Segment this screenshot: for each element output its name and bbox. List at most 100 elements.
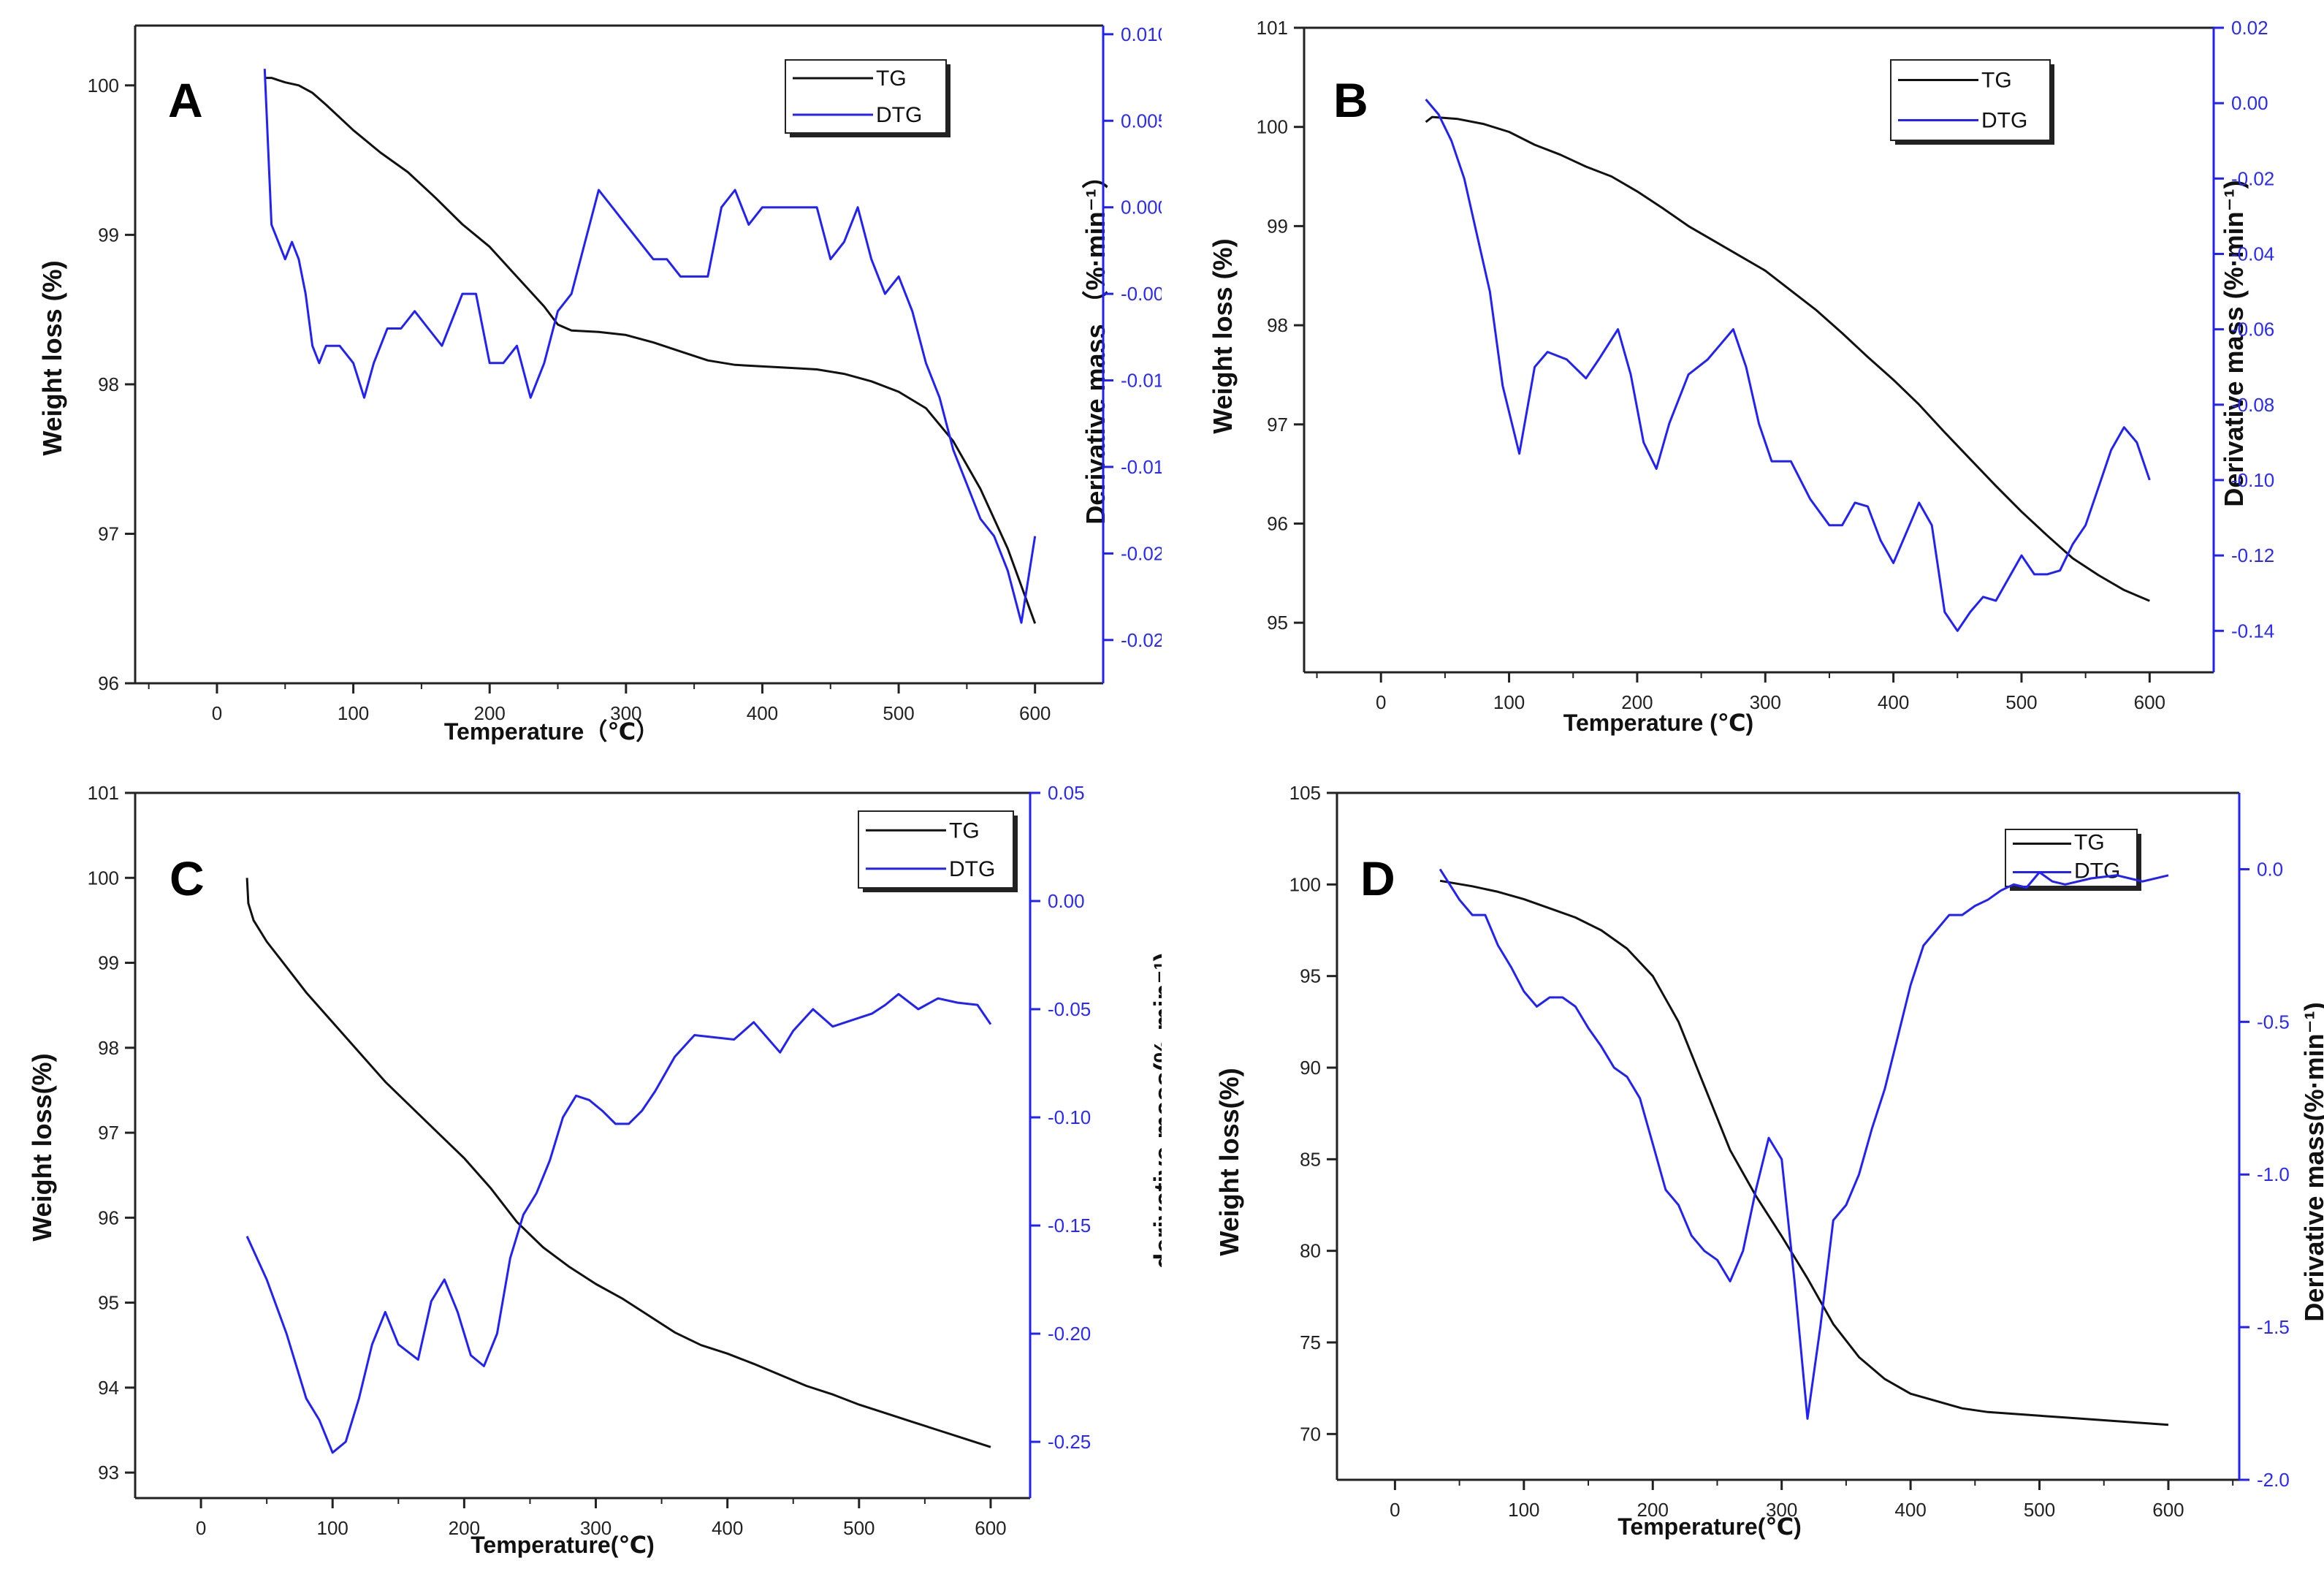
x-tick-label: 100 xyxy=(1493,691,1525,713)
x-axis-title: Temperature(℃) xyxy=(470,1532,655,1558)
x-tick-label: 600 xyxy=(1019,702,1051,724)
y2-tick-label: -0.04 xyxy=(2231,243,2274,265)
x-tick-label: 100 xyxy=(338,702,369,724)
y-tick-label: 95 xyxy=(1267,612,1288,634)
x-tick-label: 400 xyxy=(1878,691,1909,713)
y2-tick-label: -0.15 xyxy=(1048,1215,1091,1236)
panel-a: A Weight loss (%) Derivative mass （%·min… xyxy=(0,0,1162,760)
y-tick-label: 101 xyxy=(1257,17,1288,39)
y2-tick-label: -0.020 xyxy=(1121,542,1162,564)
y-tick-label: 97 xyxy=(98,522,119,544)
y-tick-label: 93 xyxy=(98,1462,119,1483)
y2-tick-label: 0.00 xyxy=(1048,890,1085,912)
y2-tick-label: -0.12 xyxy=(2231,544,2274,566)
y-tick-label: 94 xyxy=(98,1377,119,1399)
legend-box xyxy=(1890,59,2051,141)
y2-tick-label: 0.000 xyxy=(1121,197,1162,218)
legend: TG DTG xyxy=(858,810,1018,892)
y2-tick-label: -1.5 xyxy=(2257,1316,2290,1338)
x-tick-label: 500 xyxy=(2024,1499,2055,1521)
x-tick-label: 300 xyxy=(1750,691,1781,713)
chart-a: A Weight loss (%) Derivative mass （%·min… xyxy=(37,23,1162,745)
panel-d: D Weight loss(%) Derivative mass(%·min⁻¹… xyxy=(1162,760,2324,1577)
y-tick-label: 80 xyxy=(1300,1240,1321,1262)
y2-tick-label: 0.00 xyxy=(2231,92,2268,114)
x-axis-title: Temperature (℃) xyxy=(1563,710,1753,736)
x-axis-title: Temperature(℃) xyxy=(1618,1513,1802,1540)
legend: TG DTG xyxy=(785,59,950,137)
y-tick-label: 97 xyxy=(1267,414,1288,436)
y2-axis-title: derivative mass(%·min⁻¹) xyxy=(1148,952,1162,1269)
y-tick-label: 99 xyxy=(1267,215,1288,237)
x-tick-label: 300 xyxy=(610,702,641,724)
chart-c: C Weight loss(%) derivative mass(%·min⁻¹… xyxy=(27,782,1162,1558)
x-tick-label: 200 xyxy=(1637,1499,1669,1521)
legend-box xyxy=(2005,829,2138,887)
y2-tick-label: -0.005 xyxy=(1121,283,1162,305)
x-tick-label: 0 xyxy=(1376,691,1386,713)
y2-tick-label: 0.05 xyxy=(1048,782,1085,804)
x-tick-label: 0 xyxy=(1390,1499,1400,1521)
y-tick-label: 101 xyxy=(88,782,119,804)
legend-label: TG xyxy=(876,66,907,91)
x-tick-label: 500 xyxy=(2005,691,2037,713)
x-tick-label: 200 xyxy=(474,702,506,724)
y-tick-label: 90 xyxy=(1300,1057,1321,1079)
panel-letter: C xyxy=(169,851,205,905)
y-tick-label: 97 xyxy=(98,1122,119,1144)
y2-tick-label: -0.20 xyxy=(1048,1323,1091,1345)
panel-letter: D xyxy=(1360,851,1395,905)
x-tick-label: 600 xyxy=(975,1517,1006,1539)
y-tick-label: 75 xyxy=(1300,1331,1321,1353)
x-tick-label: 600 xyxy=(2134,691,2165,713)
y2-tick-label: 0.005 xyxy=(1121,110,1162,132)
y2-tick-label: -0.10 xyxy=(1048,1106,1091,1128)
y-tick-label: 96 xyxy=(98,1206,119,1228)
y-tick-label: 105 xyxy=(1289,782,1321,804)
x-tick-label: 400 xyxy=(747,702,778,724)
series-line-tg xyxy=(1425,115,2150,602)
panel-c: C Weight loss(%) derivative mass(%·min⁻¹… xyxy=(0,760,1162,1577)
y2-axis-title: Derivative mass(%·min⁻¹) xyxy=(2299,1002,2324,1321)
y-axis-title: Weight loss(%) xyxy=(27,1053,57,1241)
y2-tick-label: -2.0 xyxy=(2257,1469,2290,1491)
x-tick-label: 500 xyxy=(843,1517,875,1539)
x-tick-label: 100 xyxy=(317,1517,348,1539)
x-tick-label: 600 xyxy=(2152,1499,2184,1521)
x-tick-label: 400 xyxy=(1894,1499,1926,1521)
y2-tick-label: -0.25 xyxy=(1048,1431,1091,1453)
y-axis-title: Weight loss (%) xyxy=(1208,238,1238,433)
series-line-dtg xyxy=(245,992,992,1454)
series-line-dtg xyxy=(1425,99,2151,632)
y2-tick-label: -0.010 xyxy=(1121,370,1162,392)
x-tick-label: 100 xyxy=(1508,1499,1539,1521)
legend: TG DTG xyxy=(1890,59,2054,145)
x-tick-label: 0 xyxy=(212,702,222,724)
y2-tick-label: -0.10 xyxy=(2231,469,2274,491)
chart-b: B Weight loss (%) Derivative mass (%·min… xyxy=(1208,17,2274,736)
y-tick-label: 100 xyxy=(1257,116,1288,138)
y-tick-label: 95 xyxy=(1300,965,1321,987)
series-line-tg xyxy=(245,878,991,1448)
x-axis-title: Temperature（℃） xyxy=(444,718,659,745)
y2-tick-label: -0.015 xyxy=(1121,456,1162,478)
legend-label: TG xyxy=(949,818,980,843)
y-axis-title: Weight loss(%) xyxy=(1214,1068,1244,1255)
y2-tick-label: -0.05 xyxy=(1048,998,1091,1020)
y2-tick-label: -0.08 xyxy=(2231,394,2274,416)
y-tick-label: 98 xyxy=(98,1037,119,1059)
series-line-tg xyxy=(1439,879,2169,1426)
panel-letter: B xyxy=(1333,73,1368,127)
x-tick-label: 500 xyxy=(883,702,914,724)
panel-b: B Weight loss (%) Derivative mass (%·min… xyxy=(1162,0,2324,760)
x-tick-label: 300 xyxy=(1766,1499,1797,1521)
legend-label: TG xyxy=(1981,69,2012,93)
series-line-tg xyxy=(264,77,1037,624)
y-tick-label: 98 xyxy=(98,373,119,395)
legend-label: DTG xyxy=(2074,859,2120,884)
y-tick-label: 96 xyxy=(1267,512,1288,534)
y-tick-label: 100 xyxy=(88,75,119,96)
legend-label: DTG xyxy=(1981,109,2027,133)
x-tick-label: 300 xyxy=(580,1517,612,1539)
y-tick-label: 70 xyxy=(1300,1423,1321,1445)
